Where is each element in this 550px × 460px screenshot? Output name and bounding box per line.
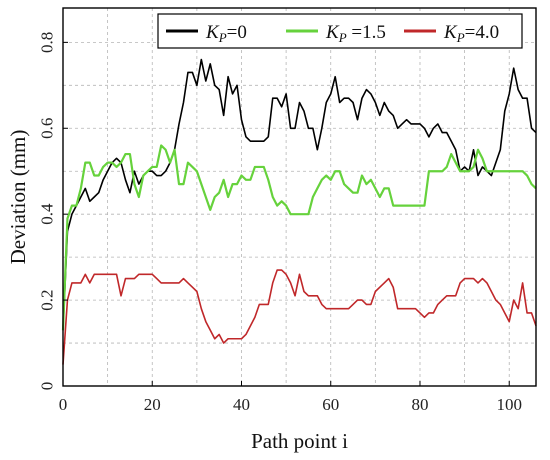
x-tick-label: 60	[322, 395, 339, 414]
series-lines	[61, 58, 537, 365]
y-tick-label: 0	[38, 382, 57, 391]
x-tick-label: 40	[233, 395, 250, 414]
legend-box	[157, 13, 523, 49]
legend-label: KP =1.5	[325, 22, 386, 45]
legend-label: KP=0	[205, 22, 247, 45]
y-tick-label: 0.2	[38, 289, 57, 310]
series-line-2	[61, 144, 537, 331]
legend: KP=0 KP =1.5 KP=4.0	[157, 13, 523, 49]
grid	[63, 8, 536, 386]
x-tick-label: 100	[496, 395, 522, 414]
y-axis-label: Deviation (mm)	[6, 130, 30, 265]
series-line-3	[62, 269, 537, 365]
y-tick-label: 0.8	[38, 32, 57, 53]
y-axis-ticks: 0 0.2 0.4 0.6 0.8	[38, 32, 68, 391]
plot-frame	[62, 7, 537, 387]
x-axis-ticks: 0 20 40 60 80 100	[59, 381, 522, 414]
legend-label: KP=4.0	[443, 22, 499, 45]
x-tick-label: 20	[144, 395, 161, 414]
y-tick-label: 0.6	[38, 118, 57, 139]
x-tick-label: 0	[59, 395, 68, 414]
y-tick-label: 0.4	[38, 203, 57, 225]
series-line-1	[62, 58, 537, 331]
x-axis-label: Path point i	[251, 429, 348, 453]
x-tick-label: 80	[411, 395, 428, 414]
